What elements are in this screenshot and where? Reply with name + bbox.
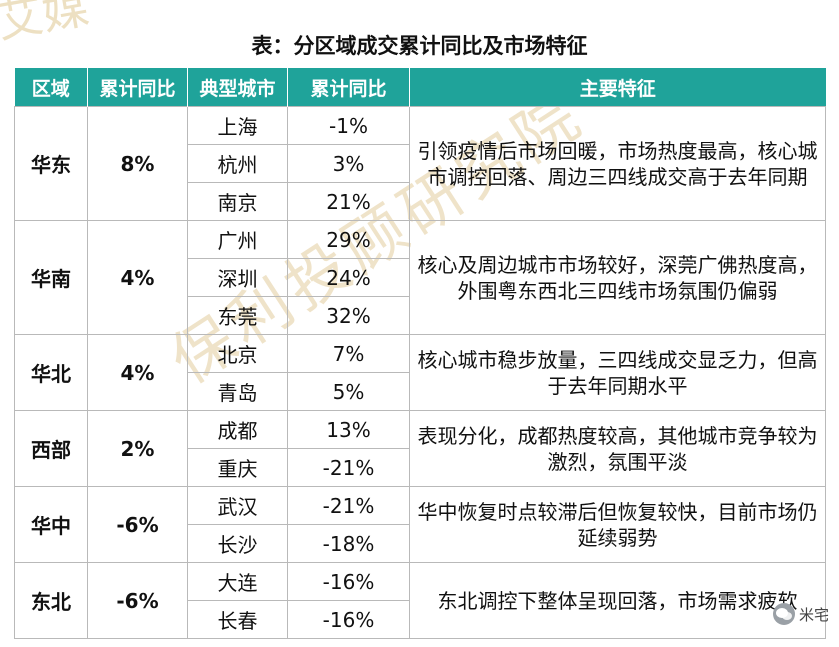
region-name: 华北: [14, 334, 88, 411]
city-pct: 24%: [287, 258, 410, 297]
city-name: 大连: [187, 562, 288, 601]
city-name: 北京: [187, 334, 288, 373]
city-pct: -1%: [287, 106, 410, 145]
city-pct: 3%: [287, 144, 410, 183]
city-pct: 13%: [287, 410, 410, 449]
city-pct: -18%: [287, 524, 410, 563]
table-row: 华北 4% 北京 7% 核心城市稳步放量，三四线成交显乏力，但高于去年同期水平: [14, 334, 826, 411]
region-pct: 2%: [87, 410, 188, 487]
region-name: 华南: [14, 220, 88, 335]
source-badge: 米宅: [772, 603, 829, 625]
header-region-pct: 累计同比: [87, 68, 188, 107]
region-feature: 东北调控下整体呈现回落，市场需求疲软: [409, 562, 826, 639]
city-pct: 29%: [287, 220, 410, 259]
region-name: 华东: [14, 106, 88, 221]
table-title: 表：分区域成交累计同比及市场特征: [251, 34, 588, 58]
city-name: 南京: [187, 182, 288, 221]
city-pct: 7%: [287, 334, 410, 373]
region-pct: -6%: [87, 486, 188, 563]
table-row: 西部 2% 成都 13% 表现分化，成都热度较高，其他城市竞争较为激烈，氛围平淡: [14, 410, 826, 487]
region-feature: 表现分化，成都热度较高，其他城市竞争较为激烈，氛围平淡: [409, 410, 826, 487]
region-feature: 引领疫情后市场回暖，市场热度最高，核心城市调控回落、周边三四线成交高于去年同期: [409, 106, 826, 221]
header-region: 区域: [14, 68, 88, 107]
city-name: 上海: [187, 106, 288, 145]
table-row: 华东 8% 上海 -1% 引领疫情后市场回暖，市场热度最高，核心城市调控回落、周边三四线…: [14, 106, 826, 221]
region-feature: 核心城市稳步放量，三四线成交显乏力，但高于去年同期水平: [409, 334, 826, 411]
table-row: 华中 -6% 武汉 -21% 华中恢复时点较滞后但恢复较快，目前市场仍延续弱势: [14, 486, 826, 563]
city-pct: -16%: [287, 562, 410, 601]
city-pct: -21%: [287, 448, 410, 487]
header-feature: 主要特征: [409, 68, 826, 107]
header-city-pct: 累计同比: [287, 68, 410, 107]
table-body: 华东 8% 上海 -1% 引领疫情后市场回暖，市场热度最高，核心城市调控回落、周边三四线…: [14, 106, 826, 639]
city-name: 青岛: [187, 372, 288, 411]
city-pct: 32%: [287, 296, 410, 335]
region-pct: -6%: [87, 562, 188, 639]
region-feature: 核心及周边城市市场较好，深莞广佛热度高，外围粤东西北三四线市场氛围仍偏弱: [409, 220, 826, 335]
header-city: 典型城市: [187, 68, 288, 107]
city-pct: -21%: [287, 486, 410, 525]
header-row: 区域 累计同比 典型城市 累计同比 主要特征: [14, 68, 826, 107]
region-name: 西部: [14, 410, 88, 487]
table-row: 长春 -16%: [15, 600, 826, 639]
city-name: 成都: [187, 410, 288, 449]
region-table: 区域 累计同比 典型城市 累计同比 主要特征 华东 8% 上海 -1% 引领疫情后市场回…: [14, 68, 826, 639]
table-row: 重庆 -21%: [15, 448, 826, 487]
city-name: 长沙: [187, 524, 288, 563]
region-pct: 8%: [87, 106, 188, 221]
table-row: 东北 -6% 大连 -16% 东北调控下整体呈现回落，市场需求疲软: [14, 562, 826, 639]
city-pct: 21%: [287, 182, 410, 221]
region-pct: 4%: [87, 220, 188, 335]
table-row: 长沙 -18%: [15, 524, 826, 563]
region-pct: 4%: [87, 334, 188, 411]
region-feature: 华中恢复时点较滞后但恢复较快，目前市场仍延续弱势: [409, 486, 826, 563]
region-name: 东北: [14, 562, 88, 639]
city-name: 杭州: [187, 144, 288, 183]
table-row: 华南 4% 广州 29% 核心及周边城市市场较好，深莞广佛热度高，外围粤东西北三四线市场…: [14, 220, 826, 335]
city-pct: -16%: [287, 600, 410, 639]
city-pct: 5%: [287, 372, 410, 411]
city-name: 深圳: [187, 258, 288, 297]
city-name: 武汉: [187, 486, 288, 525]
city-name: 重庆: [187, 448, 288, 487]
table-row: 青岛 5%: [15, 372, 826, 411]
region-name: 华中: [14, 486, 88, 563]
city-name: 广州: [187, 220, 288, 259]
wechat-icon: [772, 603, 795, 625]
table-row: 杭州 3%: [15, 144, 826, 183]
source-label: 米宅: [798, 605, 829, 624]
city-name: 长春: [187, 600, 288, 639]
city-name: 东莞: [187, 296, 288, 335]
